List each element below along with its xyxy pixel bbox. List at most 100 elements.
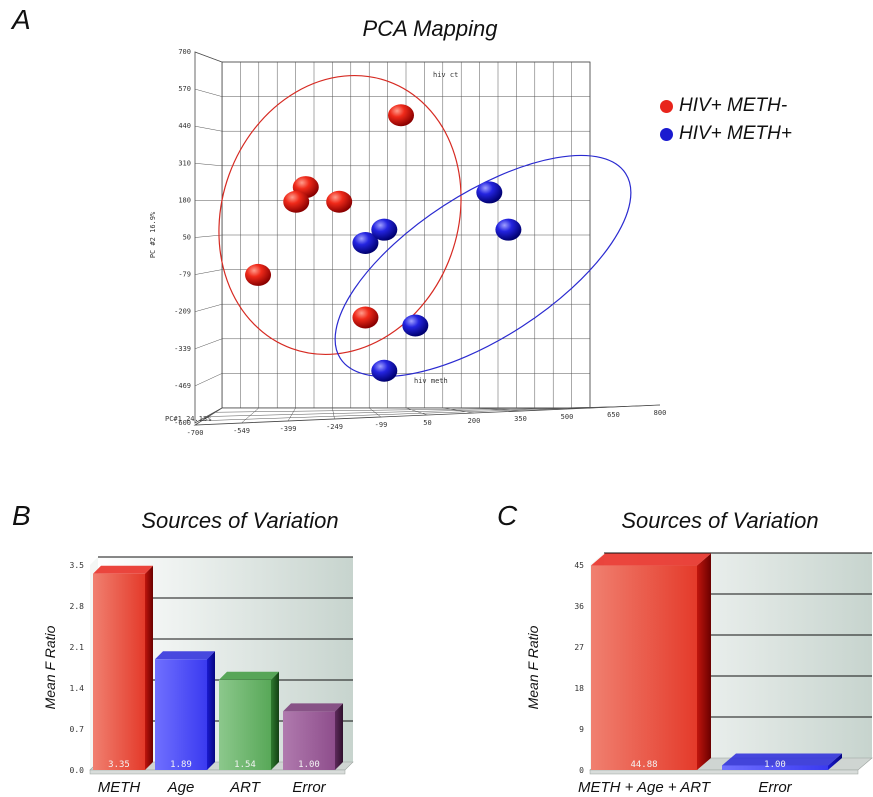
legend-label-meth-pos: HIV+ METH+ — [679, 123, 792, 144]
bar-value-label: 1.00 — [764, 760, 786, 770]
bar-y-tick-label: 0.7 — [70, 725, 85, 734]
bar-value-label: 1.54 — [234, 760, 256, 770]
legend-item-meth-neg: HIV+ METH- — [660, 92, 792, 120]
panel-letter-c: C — [497, 500, 518, 531]
pca-grid-line — [194, 51, 223, 63]
bar-y-tick-label: 36 — [574, 602, 584, 611]
bar-chart-b-title: Sources of Variation — [141, 508, 339, 533]
bar — [93, 573, 145, 770]
pca-x-tick-label: -249 — [326, 423, 343, 431]
annotation-hiv-meth: hiv meth — [414, 377, 448, 385]
legend-item-meth-pos: HIV+ METH+ — [660, 120, 792, 148]
bar-y-tick-label: 27 — [574, 643, 584, 652]
bar-y-tick-label: 1.4 — [70, 684, 85, 693]
pca-grid-line — [194, 338, 223, 350]
bar — [722, 765, 828, 770]
bar-top — [591, 553, 711, 566]
point-meth-neg — [283, 190, 310, 213]
bar — [283, 711, 335, 770]
bar-category-label: METH — [98, 779, 141, 796]
bar-floor-edge — [589, 769, 859, 775]
pca-x-tick-label: -700 — [187, 429, 204, 437]
bar-category-label: Error — [292, 779, 326, 796]
pca-y-tick-label: 570 — [178, 85, 191, 93]
pca-y-tick-label: -339 — [174, 345, 191, 353]
pca-y-tick-label: -469 — [174, 382, 191, 390]
point-meth-pos — [352, 231, 379, 254]
pca-grid-line — [194, 373, 223, 387]
bar-chart-b: 0.0 0.7 1.4 2.1 2.8 3.5 Mean F Ratio 3.35 METH 1.… — [42, 556, 354, 796]
point-meth-neg — [388, 104, 414, 127]
cluster-ellipse-meth-neg — [218, 74, 462, 356]
pca-side-wall — [194, 51, 223, 424]
pca-x-tick-label: 350 — [514, 415, 527, 423]
red-dot-icon — [660, 99, 673, 113]
bar-side — [828, 753, 842, 770]
bar-category-label: METH + Age + ART — [578, 779, 712, 796]
bar-y-axis-title: Mean F Ratio — [525, 625, 541, 709]
bar-top — [155, 651, 215, 660]
point-meth-pos — [371, 218, 398, 241]
bar-y-tick-label: 2.8 — [70, 602, 85, 611]
pca-y-tick-label: -209 — [174, 308, 191, 316]
point-meth-pos — [402, 314, 429, 337]
pca-chart-title: PCA Mapping — [362, 16, 498, 41]
pca-grid-line — [194, 234, 223, 238]
bar-y-tick-label: 18 — [574, 684, 584, 693]
bar-y-tick-label: 9 — [579, 725, 584, 734]
bar-y-tick-label: 45 — [574, 561, 584, 570]
bar-top — [722, 753, 842, 766]
bar-value-label: 44.88 — [630, 760, 657, 770]
bar-side — [145, 565, 153, 770]
pca-y-tick-label: -79 — [178, 271, 191, 279]
bar-top — [283, 703, 343, 712]
bar-side — [207, 651, 215, 770]
pca-grid-line — [201, 405, 643, 421]
pca-y-tick-label: 50 — [183, 234, 191, 242]
panel-letter-b: B — [12, 500, 31, 531]
bar-category-label: Error — [758, 779, 792, 796]
pca-grid-line — [194, 269, 223, 275]
pca-x-tick-label: 200 — [468, 417, 481, 425]
pca-grid-line — [194, 125, 223, 132]
pca-grid-line — [194, 303, 223, 312]
bar-y-tick-label: 0 — [579, 766, 584, 775]
pca-x-tick-label: 800 — [654, 409, 667, 417]
pca-grid-line — [215, 407, 608, 413]
pca-y-tick-label: 440 — [178, 122, 191, 130]
point-meth-pos — [495, 218, 522, 241]
point-meth-neg — [352, 306, 379, 329]
pca-x-axis-title: PC#1 24.13% — [165, 415, 212, 423]
pca-y-axis-title: PC #2 16.9% — [149, 211, 157, 258]
annotation-hiv-ct: hiv ct — [433, 71, 458, 79]
bar-side — [271, 671, 279, 770]
pca-grid-line — [194, 163, 223, 167]
bar-side — [335, 703, 343, 770]
bar-y-tick-label: 3.5 — [70, 561, 85, 570]
pca-x-tick-label: 500 — [561, 413, 574, 421]
bar-value-label: 1.89 — [170, 760, 192, 770]
pca-legend: HIV+ METH- HIV+ METH+ — [660, 92, 792, 148]
bar-value-label: 3.35 — [108, 760, 130, 770]
bar-y-axis-title: Mean F Ratio — [42, 625, 58, 709]
pca-x-tick-label: 650 — [607, 411, 620, 419]
bar — [155, 659, 207, 770]
bar-side — [697, 553, 711, 770]
cluster-ellipse-meth-pos — [334, 154, 632, 378]
pca-grid-line — [208, 406, 626, 417]
bar-y-tick-label: 2.1 — [70, 643, 85, 652]
bar — [219, 679, 271, 770]
pca-y-tick-label: 310 — [178, 159, 191, 167]
legend-label-meth-neg: HIV+ METH- — [679, 95, 788, 116]
pca-y-tick-label: -600 — [174, 419, 191, 427]
bar-category-label: Age — [167, 779, 195, 796]
bar-floor-edge — [89, 769, 346, 775]
bar-value-label: 1.00 — [298, 760, 320, 770]
pca-x-tick-label: -399 — [280, 425, 297, 433]
panel-letter-a: A — [12, 4, 31, 35]
point-meth-neg — [326, 190, 353, 213]
pca-x-tick-label: 50 — [423, 419, 431, 427]
bar-chart-c: 0 9 18 27 36 45 Mean F Ratio 44.88 METH + Age + … — [525, 552, 873, 796]
pca-grid-line — [194, 88, 223, 97]
